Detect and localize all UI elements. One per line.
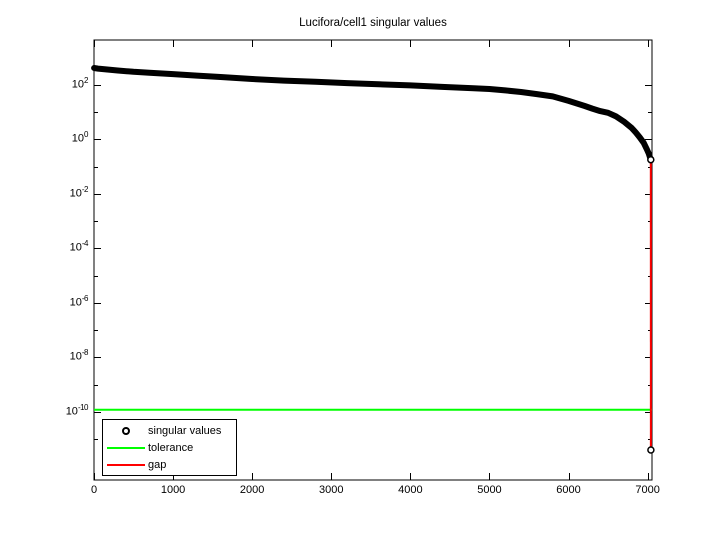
y-tick-label: 10-6 [69,293,89,309]
x-tick-label: 1000 [160,484,186,496]
y-tick-label: 10-4 [69,239,89,255]
x-tick-label: 4000 [398,484,423,496]
gap-line-icon [106,463,145,466]
gap-swatch-area [103,463,148,466]
legend-item-gap: gap [103,457,236,473]
x-tick-label: 3000 [319,484,344,496]
x-tick-label: 2000 [239,484,265,496]
legend-label-gap: gap [148,458,167,471]
plot-border [93,39,653,481]
legend-label-tolerance: tolerance [148,441,194,454]
x-tick-label: 0 [90,484,98,496]
singular-value-end-marker [647,155,655,164]
y-tick-label: 10-8 [69,348,89,364]
x-tick-label: 5000 [477,484,502,496]
y-tick-label: 10-2 [69,184,89,200]
singular-values-marker-icon [121,426,130,435]
legend: singular values tolerance gap [102,419,237,476]
circle-marker-icon [103,426,148,435]
y-tick-label: 100 [71,130,89,146]
x-tick-label: 6000 [556,484,581,496]
tolerance-swatch-area [103,446,148,449]
y-tick-label: 10-10 [65,402,89,418]
tolerance-line-icon [106,446,145,449]
y-tick-label: 102 [71,75,89,91]
legend-label-singular-values: singular values [148,424,222,437]
legend-item-tolerance: tolerance [103,440,236,456]
singular-values-band [91,65,654,163]
legend-item-singular-values: singular values [103,423,236,439]
chart-title: Lucifora/cell1 singular values [299,17,447,29]
singular-value-end-marker [647,446,655,454]
x-tick-label: 7000 [635,484,660,496]
